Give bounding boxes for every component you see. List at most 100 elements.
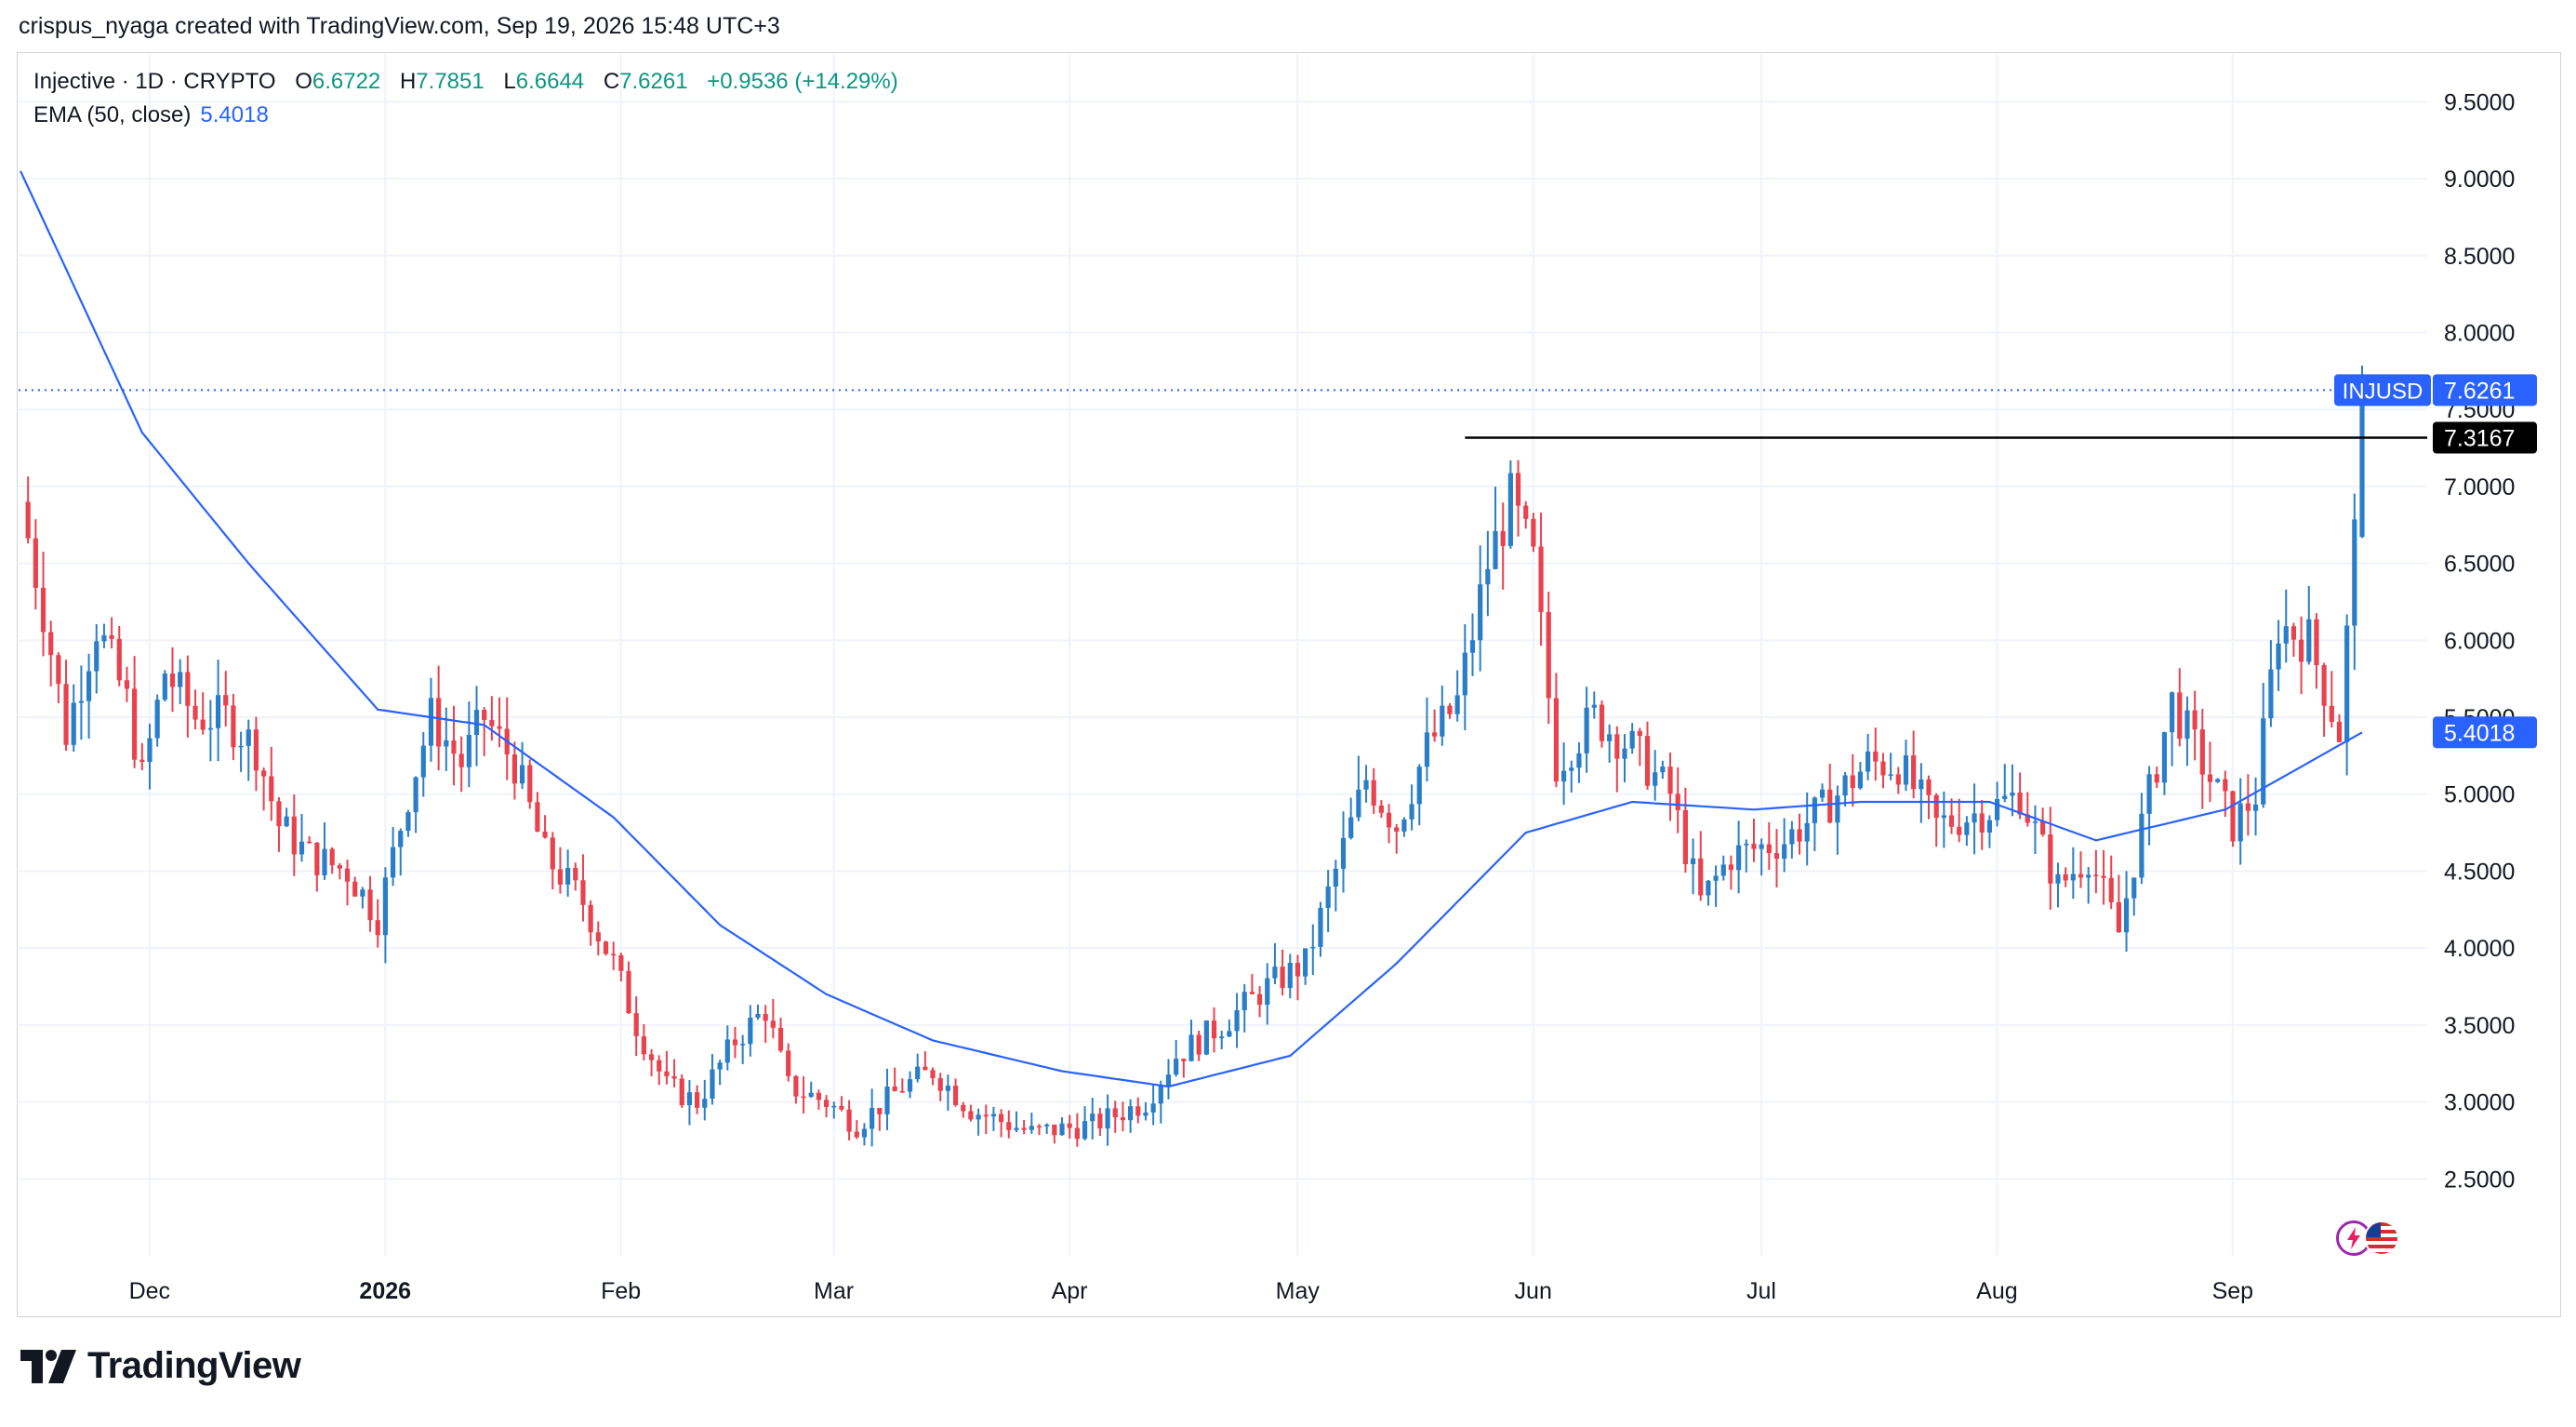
candle-body <box>1174 1059 1179 1075</box>
candle-body <box>1637 730 1642 737</box>
candle-body <box>717 1062 723 1070</box>
legend-ema-row[interactable]: EMA (50, close) 5.4018 <box>33 99 898 132</box>
candle-body <box>1728 864 1734 871</box>
candle-body <box>1044 1124 1050 1127</box>
legend-ema-value: 5.4018 <box>200 102 269 127</box>
candle-body <box>1531 518 1536 547</box>
y-tick-label: 5.0000 <box>2444 782 2515 808</box>
tradingview-wordmark: TradingView <box>87 1345 301 1386</box>
candle-body <box>2215 779 2221 782</box>
tradingview-logo[interactable]: TradingView <box>20 1345 301 1387</box>
candle-body <box>124 680 130 689</box>
candle-body <box>2321 665 2327 706</box>
candle-body <box>611 954 617 955</box>
candle-body <box>861 1128 868 1138</box>
x-tick-label: Apr <box>1052 1278 1088 1304</box>
legend-ohlc-row[interactable]: Injective · 1D · CRYPTO O6.6722 H7.7851 … <box>33 65 898 99</box>
candle-body <box>1143 1112 1149 1116</box>
candle-body <box>40 587 46 633</box>
ema-price-tag-value: 5.4018 <box>2444 720 2515 746</box>
candle-body <box>1150 1103 1156 1113</box>
legend-high-value: 7.7851 <box>416 69 485 94</box>
candle-body <box>466 735 471 767</box>
candle-body <box>1036 1126 1042 1127</box>
candle-body <box>1759 844 1764 849</box>
tradingview-logo-icon <box>20 1349 78 1383</box>
candle-body <box>2070 874 2076 881</box>
candle-body <box>626 970 631 1014</box>
x-tick-label: Jun <box>1515 1278 1552 1304</box>
y-tick-label: 9.0000 <box>2444 167 2515 193</box>
legend-open-value: 6.6722 <box>312 69 381 94</box>
candle-body <box>2359 390 2365 538</box>
candle-body <box>542 831 548 838</box>
candle-body <box>884 1086 890 1114</box>
candle-body <box>314 842 320 875</box>
legend-close-label: C <box>603 69 620 94</box>
x-tick-label: Dec <box>129 1278 170 1304</box>
candle-body <box>2139 813 2144 878</box>
candle-body <box>657 1060 662 1072</box>
legend-low-value: 6.6644 <box>515 69 585 94</box>
candle-body <box>2329 705 2334 722</box>
candle-body <box>390 847 396 878</box>
candle-body <box>299 841 305 855</box>
legend-close-value: 7.6261 <box>619 69 688 94</box>
candle-body <box>489 720 495 727</box>
candle-body <box>101 634 107 642</box>
candle-body <box>755 1013 761 1018</box>
candle-body <box>1256 994 1263 1006</box>
candle-body <box>1706 880 1711 896</box>
candle-body <box>428 698 434 746</box>
candle-body <box>382 877 389 936</box>
chart-frame[interactable] <box>17 52 2561 1317</box>
candle-body <box>1272 967 1278 979</box>
candle-body <box>1720 864 1726 876</box>
candle-body <box>1507 473 1513 546</box>
candle-body <box>1249 992 1255 994</box>
candle-body <box>648 1054 655 1060</box>
candle-body <box>1203 1020 1209 1055</box>
candle-body <box>1462 652 1467 696</box>
candle-body <box>56 655 61 685</box>
candle-body <box>595 932 601 942</box>
candle-body <box>1622 748 1627 759</box>
chart-badges[interactable] <box>2336 1220 2399 1256</box>
candle-body <box>2025 814 2030 823</box>
x-tick-label: 2026 <box>359 1278 411 1304</box>
candle-body <box>78 700 85 703</box>
last-price-tag-bg <box>2433 374 2537 407</box>
candle-body <box>1021 1127 1027 1130</box>
candle-body <box>1698 858 1704 896</box>
candle-body <box>846 1109 852 1132</box>
candle-body <box>1454 695 1460 714</box>
candle-body <box>1165 1074 1172 1087</box>
last-price-tag-value: 7.6261 <box>2444 378 2515 404</box>
candle-body <box>1653 772 1658 786</box>
candle-body <box>1751 843 1757 849</box>
candle-body <box>1401 819 1407 832</box>
candle-body <box>686 1092 693 1106</box>
candle-body <box>1515 473 1521 506</box>
candle-body <box>413 777 418 813</box>
candle-body <box>1120 1117 1126 1121</box>
candle-body <box>777 1027 784 1051</box>
candle-body <box>892 1086 897 1091</box>
candle-body <box>1607 734 1613 741</box>
candle-body <box>839 1105 844 1110</box>
candle-body <box>238 745 244 748</box>
candle-body <box>1333 868 1338 887</box>
candle-body <box>1629 730 1635 749</box>
candle-body <box>86 671 92 701</box>
candle-body <box>1280 967 1285 989</box>
candle-body <box>1957 826 1962 835</box>
candle-body <box>968 1111 974 1120</box>
candle-body <box>1667 767 1673 794</box>
us-flag-icon[interactable] <box>2364 1220 2399 1256</box>
candle-body <box>2063 874 2068 881</box>
candle-body <box>1819 789 1826 798</box>
candle-body <box>71 702 76 745</box>
candle-body <box>1766 844 1772 854</box>
candle-body <box>1919 779 1924 790</box>
